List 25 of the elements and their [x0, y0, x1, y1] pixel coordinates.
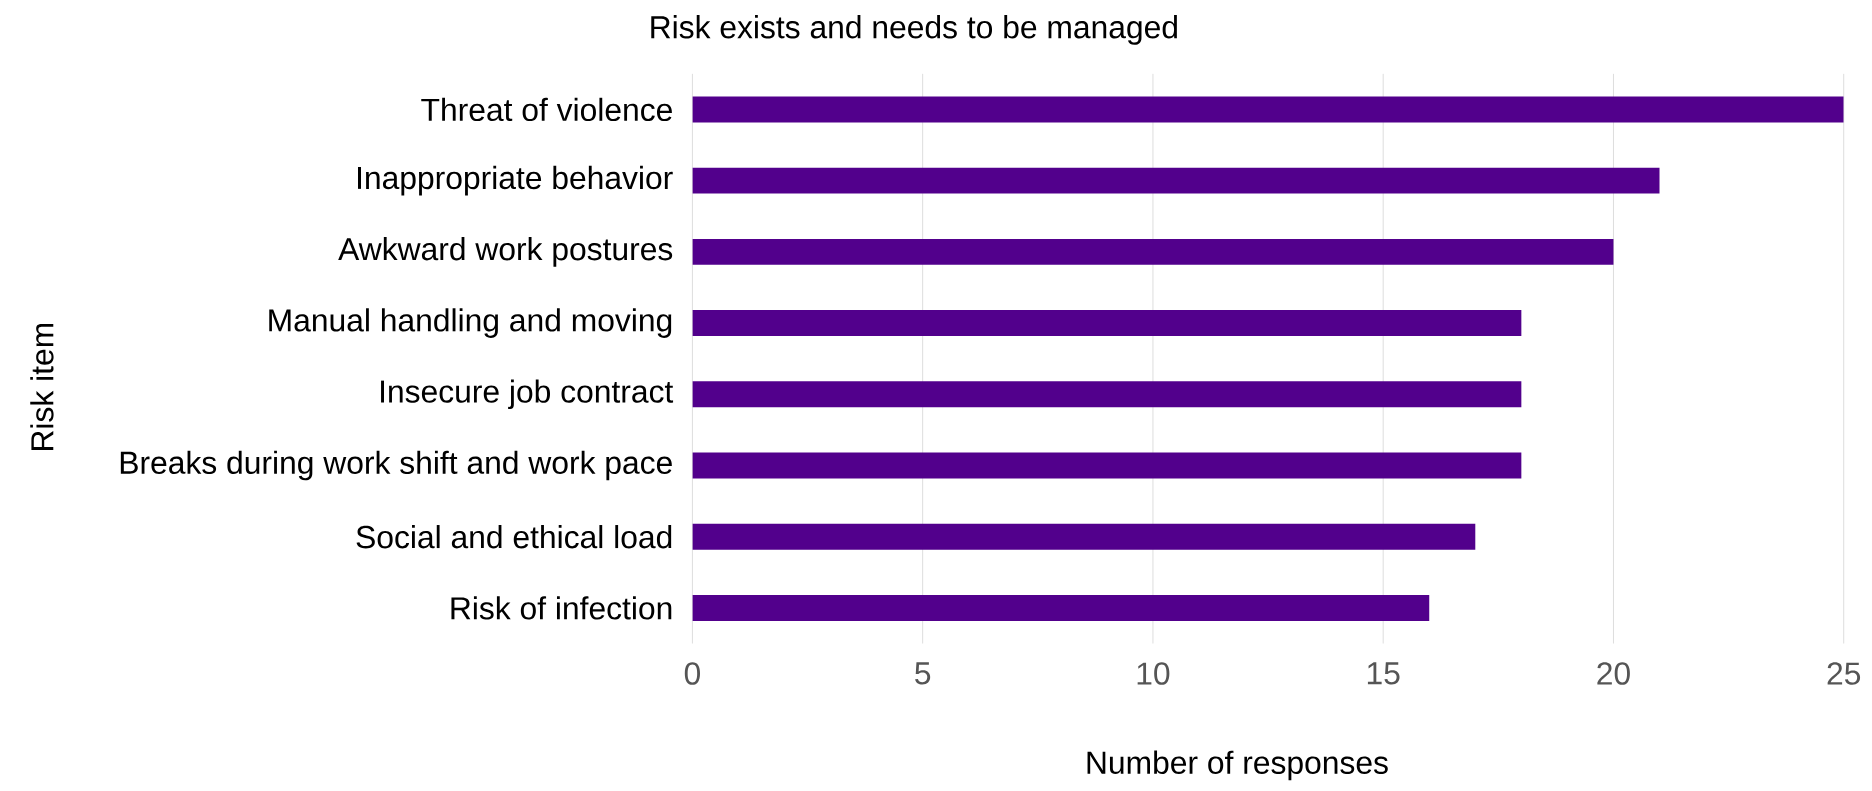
y-tick-label: Insecure job contract — [381, 379, 674, 410]
bar — [692, 595, 1430, 621]
bar — [692, 167, 1660, 194]
x-tick-label: 0 — [684, 662, 701, 685]
y-tick-label: Manual handling and moving — [269, 308, 672, 338]
x-tick-label: 10 — [1137, 662, 1170, 685]
bar — [692, 310, 1522, 337]
x-tick-label: 5 — [915, 662, 931, 685]
bar — [692, 238, 1614, 265]
y-tick-label: Inappropriate behavior — [358, 165, 673, 196]
x-tick-label: 25 — [1827, 662, 1861, 685]
x-axis-title: Number of responses — [1087, 750, 1388, 781]
x-tick-label: 15 — [1367, 662, 1400, 685]
bar — [692, 523, 1476, 550]
y-tick-label: Awkward work postures — [338, 237, 673, 267]
y-axis-title: Risk item — [30, 324, 54, 451]
y-tick-label: Risk of infection — [451, 596, 672, 620]
bar — [692, 452, 1522, 479]
y-tick-label: Threat of violence — [421, 97, 672, 122]
bar — [692, 381, 1522, 408]
y-tick-label: Breaks during work shift and work pace — [120, 450, 672, 481]
bar — [692, 96, 1844, 123]
chart-title: Risk exists and needs to be managed — [651, 15, 1177, 45]
x-tick-label: 20 — [1597, 662, 1630, 685]
y-tick-label: Social and ethical load — [356, 525, 672, 549]
